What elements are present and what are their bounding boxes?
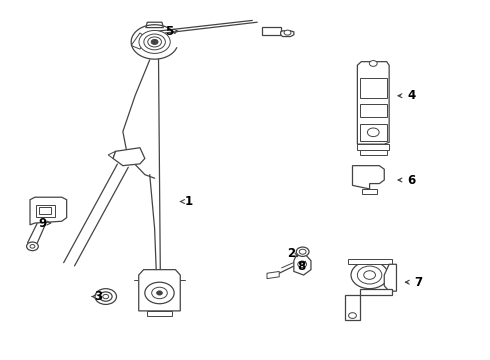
Circle shape <box>298 261 307 267</box>
Text: 3: 3 <box>95 290 102 303</box>
Text: 4: 4 <box>407 89 415 102</box>
Text: 1: 1 <box>185 195 193 208</box>
Circle shape <box>368 128 379 136</box>
Circle shape <box>148 37 161 47</box>
Polygon shape <box>146 22 163 28</box>
Bar <box>360 125 387 140</box>
Circle shape <box>157 291 162 295</box>
Circle shape <box>299 249 306 254</box>
Circle shape <box>152 287 167 299</box>
Polygon shape <box>147 311 172 316</box>
Polygon shape <box>357 144 389 149</box>
Text: 9: 9 <box>38 216 47 230</box>
Circle shape <box>369 60 377 66</box>
Polygon shape <box>360 149 387 155</box>
Text: 2: 2 <box>287 247 295 260</box>
Circle shape <box>284 30 291 35</box>
Polygon shape <box>267 271 279 279</box>
Polygon shape <box>357 62 389 144</box>
Polygon shape <box>262 27 281 35</box>
Circle shape <box>144 34 165 50</box>
Polygon shape <box>345 289 392 320</box>
Bar <box>36 205 55 217</box>
Circle shape <box>357 266 382 284</box>
Circle shape <box>364 271 375 279</box>
Polygon shape <box>352 166 384 189</box>
Circle shape <box>296 247 309 256</box>
Text: 7: 7 <box>415 276 422 289</box>
Polygon shape <box>384 264 396 291</box>
Polygon shape <box>139 270 180 311</box>
Polygon shape <box>362 189 377 194</box>
Polygon shape <box>281 31 294 37</box>
Text: 5: 5 <box>165 25 173 38</box>
Polygon shape <box>113 148 145 166</box>
Circle shape <box>348 313 356 319</box>
Polygon shape <box>131 33 147 49</box>
Bar <box>360 104 387 117</box>
Circle shape <box>95 289 117 305</box>
Text: 8: 8 <box>297 260 305 273</box>
Circle shape <box>151 40 158 44</box>
Circle shape <box>103 294 109 299</box>
Circle shape <box>99 292 112 301</box>
Polygon shape <box>347 259 392 264</box>
Circle shape <box>351 261 388 289</box>
Polygon shape <box>108 151 116 158</box>
Polygon shape <box>294 255 311 275</box>
Circle shape <box>26 242 38 251</box>
Circle shape <box>30 244 35 248</box>
Bar <box>360 78 387 98</box>
Text: 6: 6 <box>407 174 415 186</box>
Circle shape <box>145 282 174 304</box>
Circle shape <box>139 31 170 53</box>
Bar <box>39 207 51 215</box>
Polygon shape <box>30 197 67 225</box>
